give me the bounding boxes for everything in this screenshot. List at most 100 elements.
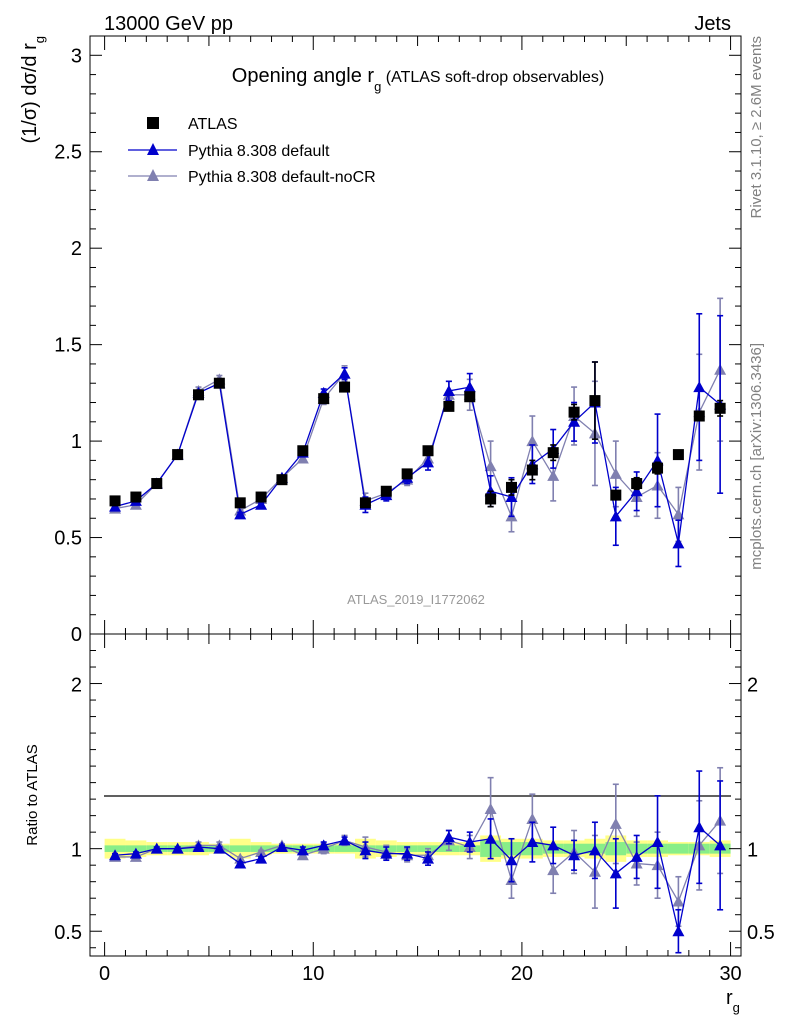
legend-marker-nocr	[147, 169, 159, 181]
chart-title-main: Opening angle r	[232, 65, 375, 87]
ratio-marker-default	[317, 839, 330, 851]
rivet-label: Rivet 3.1.10, ≥ 2.6M events	[748, 36, 765, 219]
y-tick-label: 1.5	[54, 335, 82, 357]
legend: ATLAS Pythia 8.308 default Pythia 8.308 …	[128, 116, 376, 186]
marker-atlas	[672, 449, 684, 461]
ratio-y-tick-label: 0.5	[54, 922, 82, 944]
ratio-plot-panel: 0.5 0.51 12 20 10 20 30 Ratio to ATLAS rg	[24, 633, 775, 1015]
ratio-marker-nocr	[672, 895, 685, 907]
x-tick-label: 20	[511, 963, 533, 985]
marker-default	[630, 485, 643, 497]
marker-default	[568, 415, 581, 427]
marker-default	[338, 367, 351, 379]
y-tick-label: 3	[71, 45, 82, 67]
marker-atlas	[255, 491, 267, 503]
mcplots-label: mcplots.cern.ch [arXiv:1306.3436]	[748, 343, 765, 570]
ratio-marker-default	[213, 842, 226, 854]
marker-default	[609, 510, 622, 522]
marker-atlas	[505, 481, 517, 493]
chart-title: Opening angle rg (ATLAS soft-drop observ…	[232, 65, 604, 94]
marker-atlas	[318, 393, 330, 405]
marker-atlas	[547, 447, 559, 459]
marker-default	[234, 508, 247, 520]
ratio-marker-default	[150, 842, 163, 854]
header-left: 13000 GeV pp	[104, 13, 233, 35]
ratio-marker-default	[129, 847, 142, 859]
legend-label-atlas: ATLAS	[188, 116, 238, 133]
ratio-marker-default	[568, 849, 581, 861]
marker-atlas	[589, 395, 601, 407]
ratio-marker-default	[588, 844, 601, 856]
series-line-default	[114, 372, 721, 544]
marker-atlas	[234, 497, 246, 509]
ratio-band-1sigma	[334, 845, 355, 852]
marker-atlas	[213, 377, 225, 389]
ratio-marker-default	[442, 831, 455, 843]
ratio-marker-default	[338, 834, 351, 846]
ratio-marker-nocr	[526, 812, 539, 824]
marker-atlas	[631, 478, 643, 490]
chart-title-suffix: (ATLAS soft-drop observables)	[381, 69, 604, 86]
ratio-marker-default	[672, 925, 685, 937]
ratio-marker-nocr	[255, 845, 268, 857]
legend-label-nocr: Pythia 8.308 default-noCR	[188, 169, 376, 186]
marker-atlas	[359, 497, 371, 509]
header-right: Jets	[694, 13, 731, 35]
y-tick-label: 1	[71, 431, 82, 453]
series-line-nocr	[114, 369, 721, 519]
marker-atlas	[380, 485, 392, 497]
y-axis-label: (1/σ) dσ/d rg	[19, 36, 47, 144]
ratio-marker-default	[109, 849, 122, 861]
marker-atlas	[610, 489, 622, 501]
ratio-marker-nocr	[609, 817, 622, 829]
ratio-band-1sigma	[104, 845, 126, 852]
main-plot-panel: 00.511.522.53 Opening angle rg (ATLAS so…	[19, 35, 742, 646]
y-axis-label-main: (1/σ) dσ/d r	[19, 43, 41, 144]
ratio-plot-frame	[89, 633, 742, 957]
y-tick-label: 2	[71, 238, 82, 260]
marker-atlas	[151, 478, 163, 490]
ratio-marker-default	[422, 852, 435, 864]
marker-atlas	[130, 491, 142, 503]
marker-atlas	[443, 400, 455, 412]
ratio-marker-default	[171, 842, 184, 854]
marker-atlas	[109, 495, 121, 507]
marker-nocr	[296, 452, 309, 464]
legend-label-default: Pythia 8.308 default	[188, 143, 330, 160]
legend-marker-atlas	[147, 117, 159, 129]
ratio-marker-default	[526, 836, 539, 848]
x-tick-label: 10	[302, 963, 324, 985]
marker-atlas	[714, 402, 726, 414]
ratio-marker-default	[275, 841, 288, 853]
marker-nocr	[484, 460, 497, 472]
ratio-y-tick-label: 2	[71, 675, 82, 697]
analysis-tag: ATLAS_2019_I1772062	[347, 592, 485, 607]
x-axis-label: rg	[726, 987, 740, 1015]
marker-atlas	[422, 445, 434, 457]
ratio-marker-default	[234, 857, 247, 869]
marker-atlas	[693, 410, 705, 422]
y-axis-label-sub: g	[32, 36, 47, 43]
marker-default	[255, 498, 268, 510]
marker-default	[672, 537, 685, 549]
marker-nocr	[526, 435, 539, 447]
x-axis-label-main: r	[726, 987, 733, 1009]
marker-nocr	[609, 467, 622, 479]
ratio-y-tick-label: 1	[71, 840, 82, 862]
ratio-y-tick-label-right: 0.5	[747, 922, 775, 944]
ratio-marker-default	[359, 844, 372, 856]
marker-nocr	[547, 469, 560, 481]
ratio-marker-default	[192, 841, 205, 853]
ratio-line-default	[114, 825, 721, 932]
y-tick-label: 0.5	[54, 528, 82, 550]
ratio-marker-nocr	[484, 803, 497, 815]
ratio-marker-default	[463, 836, 476, 848]
marker-default	[442, 384, 455, 396]
marker-atlas	[297, 445, 309, 457]
ratio-y-axis-label: Ratio to ATLAS	[24, 744, 41, 845]
ratio-marker-default	[255, 852, 268, 864]
ratio-marker-default	[693, 821, 706, 833]
marker-atlas	[172, 449, 184, 461]
x-tick-label: 30	[719, 963, 741, 985]
